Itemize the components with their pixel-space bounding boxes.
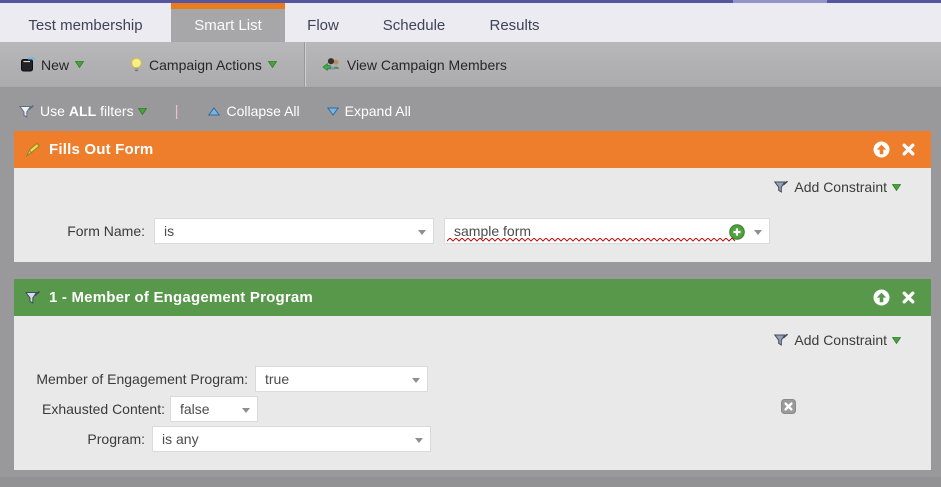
campaign-actions-button[interactable]: Campaign Actions [130,57,277,73]
footer-strip [0,477,941,487]
triangle-down-icon [326,107,339,116]
chevron-down-icon [242,408,250,413]
panel-body: Add Constraint Form Name: is sample form [14,168,931,262]
campaign-actions-label: Campaign Actions [149,56,262,73]
form-name-label: Form Name: [67,223,145,239]
add-constraint-label: Add Constraint [794,332,887,348]
expand-all-label: Expand All [344,103,411,119]
chevron-down-icon [412,378,420,383]
chevron-down-icon [75,61,85,68]
add-value-plus-icon[interactable] [729,224,745,240]
funnel-icon [773,179,789,195]
panel-title: Fills Out Form [49,141,154,158]
select-value: is any [162,431,199,447]
pencil-icon [24,141,41,158]
operator-value: is [164,223,175,239]
program-select[interactable]: is any [152,426,431,452]
select-value: true [265,371,290,387]
form-name-value-combo[interactable]: sample form [444,218,770,244]
move-up-button[interactable] [873,141,890,158]
remove-constraint-button[interactable] [781,399,796,414]
filterbar-divider: | [174,102,179,120]
new-button[interactable]: New [20,56,85,73]
toolbar-separator [304,42,306,87]
select-value: false [180,401,210,417]
funnel-icon [18,103,35,120]
all-label: ALL [68,103,97,119]
member-of-engagement-program-label: Member of Engagement Program: [36,371,248,387]
campaign-tab-bar: Test membership Smart List Flow Schedule… [0,3,941,42]
add-constraint-label: Add Constraint [794,179,887,195]
member-of-engagement-program-select[interactable]: true [255,366,428,392]
filters-label: filters [100,103,134,119]
spellcheck-squiggle [447,238,736,242]
tab-results[interactable]: Results [489,17,540,34]
funnel-icon [773,332,789,348]
triangle-up-icon [208,106,221,116]
tab-smart-list[interactable]: Smart List [171,3,285,42]
add-constraint-button[interactable]: Add Constraint [773,332,901,348]
panel-header[interactable]: 1 - Member of Engagement Program [14,279,931,316]
chevron-down-icon [892,183,901,191]
window-top-accent-light [733,0,827,3]
view-campaign-members-button[interactable]: View Campaign Members [322,57,507,73]
exhausted-content-select[interactable]: false [170,396,258,422]
tab-schedule[interactable]: Schedule [382,17,446,34]
program-label: Program: [87,431,145,447]
window-top-accent [0,0,941,3]
panel-title: 1 - Member of Engagement Program [49,289,313,306]
use-label: Use [40,103,65,119]
chevron-down-icon [892,336,901,344]
collapse-all-button[interactable]: Collapse All [208,103,300,119]
form-value-text: sample form [454,223,532,239]
add-constraint-button[interactable]: Add Constraint [773,179,901,195]
use-all-filters-menu[interactable]: Use ALL filters [40,103,147,119]
close-icon[interactable] [901,142,916,157]
smart-list-toolbar: New Campaign Actions [0,42,941,88]
chevron-down-icon [754,230,762,235]
collapse-all-label: Collapse All [226,103,300,119]
tab-flow[interactable]: Flow [307,17,339,34]
new-button-label: New [41,56,70,73]
close-icon[interactable] [901,290,916,305]
view-campaign-members-label: View Campaign Members [346,56,507,73]
expand-all-button[interactable]: Expand All [326,103,411,119]
notebook-icon [20,57,35,73]
lightbulb-icon [130,57,143,73]
tab-test-membership[interactable]: Test membership [28,17,143,34]
move-up-button[interactable] [873,289,890,306]
chevron-down-icon [418,230,426,235]
people-arrow-icon [322,57,341,73]
chevron-down-icon [137,107,147,115]
panel-body: Add Constraint Member of Engagement Prog… [14,316,931,470]
chevron-down-icon [415,438,423,443]
filter-panel-member-of-engagement-program: 1 - Member of Engagement Program [14,279,931,470]
form-name-operator-select[interactable]: is [154,218,434,244]
exhausted-content-label: Exhausted Content: [42,401,165,417]
funnel-icon [24,289,41,306]
chevron-down-icon [267,61,277,68]
filter-options-bar: Use ALL filters | Collapse All Expand Al… [0,99,941,123]
panel-header[interactable]: Fills Out Form [14,131,931,168]
filter-panel-fills-out-form: Fills Out Form [14,131,931,262]
